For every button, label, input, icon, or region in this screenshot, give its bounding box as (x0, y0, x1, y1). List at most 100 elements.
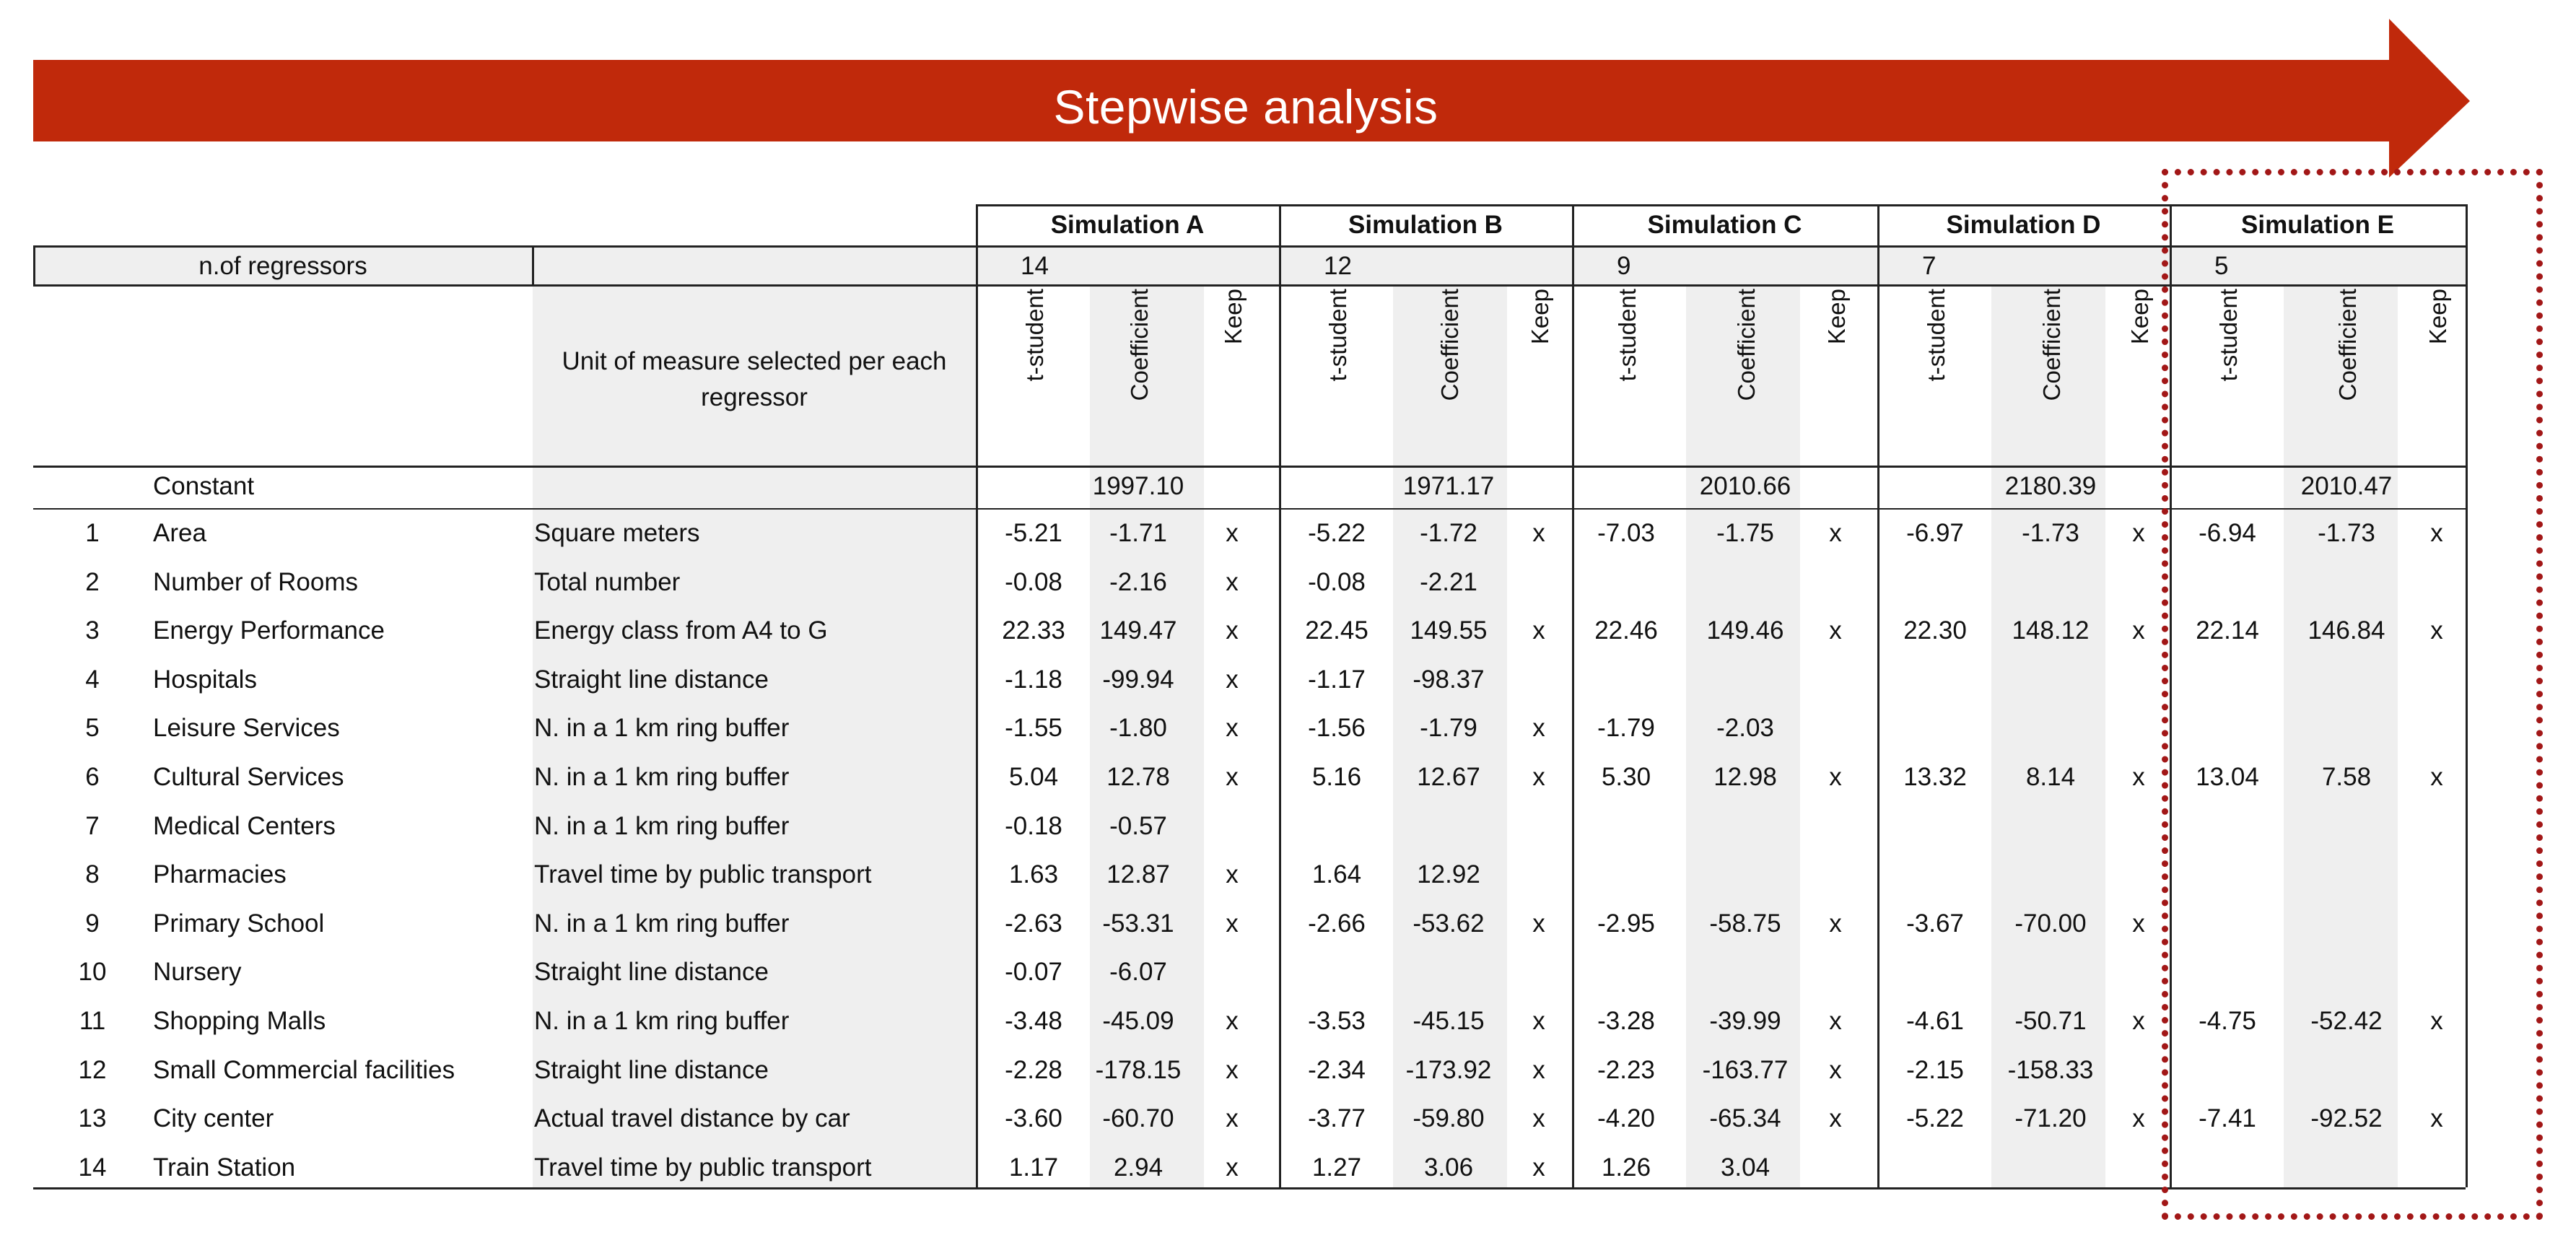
row-12-sim-3-coefficient: -71.20 (2014, 1104, 2087, 1133)
row-0-sim-1-t-student: -5.22 (1308, 519, 1366, 547)
row-7-sim-0-coefficient: 12.87 (1106, 860, 1170, 889)
sim-3-n-bg (1877, 245, 2170, 284)
row-8-sim-3-keep: x (2132, 909, 2145, 938)
row-7-sim-0-keep: x (1226, 860, 1239, 889)
row-9-sim-0-coefficient: -6.07 (1109, 958, 1167, 987)
sim-2-constant: 2010.66 (1699, 472, 1791, 500)
sim-0-coef-col-bg (1090, 284, 1204, 1187)
n-row-bottom-line (33, 284, 2466, 287)
sim-1-coef-col-bg (1393, 284, 1507, 1187)
row-5-sim-0-keep: x (1226, 763, 1239, 791)
sim-1-coefficient-label: Coefficient (1436, 289, 1463, 401)
row-3-sim-0-t-student: -1.18 (1005, 665, 1062, 694)
n-regressors-row-bg (33, 245, 976, 284)
sim-4-n-regressors: 5 (2214, 252, 2229, 280)
row-13-sim-1-t-student: 1.27 (1311, 1153, 1362, 1182)
row-4-sim-1-t-student: -1.56 (1308, 714, 1366, 743)
row-2-sim-3-t-student: 22.30 (1903, 616, 1967, 645)
row-10-sim-0-t-student: -3.48 (1005, 1007, 1062, 1035)
row-10-sim-4-t-student: -4.75 (2199, 1007, 2256, 1035)
row-8-unit: N. in a 1 km ring buffer (534, 909, 790, 938)
row-0-sim-2-keep: x (1829, 519, 1842, 547)
row-10-number: 11 (79, 1007, 106, 1035)
sim-header-top-line (976, 204, 2466, 206)
row-0-sim-3-t-student: -6.97 (1906, 519, 1964, 547)
row-13-regressor: Train Station (153, 1153, 296, 1182)
row-9-unit: Straight line distance (534, 958, 769, 987)
row-5-sim-4-t-student: 13.04 (2196, 763, 2259, 791)
row-2-regressor: Energy Performance (153, 616, 385, 645)
row-7-sim-0-t-student: 1.63 (1008, 860, 1059, 889)
sim-2-title: Simulation C (1647, 211, 1802, 239)
sim-3-coefficient-label: Coefficient (2038, 289, 2065, 401)
row-3-sim-0-keep: x (1226, 665, 1239, 694)
row-6-number: 7 (85, 811, 100, 840)
row-12-sim-4-coefficient: -92.52 (2310, 1104, 2383, 1133)
row-2-sim-4-t-student: 22.14 (2196, 616, 2259, 645)
row-11-sim-1-t-student: -2.34 (1308, 1055, 1366, 1084)
row-5-regressor: Cultural Services (153, 763, 344, 791)
row-3-regressor: Hospitals (153, 665, 257, 694)
row-1-sim-0-keep: x (1226, 567, 1239, 596)
row-4-regressor: Leisure Services (153, 714, 340, 743)
row-1-regressor: Number of Rooms (153, 567, 358, 596)
row-8-sim-2-keep: x (1829, 909, 1842, 938)
row-5-sim-2-t-student: 5.30 (1601, 763, 1651, 791)
row-0-sim-4-t-student: -6.94 (2199, 519, 2256, 547)
row-11-sim-3-t-student: -2.15 (1906, 1055, 1964, 1084)
sim-3-coef-col-bg (1991, 284, 2105, 1187)
row-10-sim-4-keep: x (2430, 1007, 2443, 1035)
row-5-sim-2-keep: x (1829, 763, 1842, 791)
row-3-sim-1-t-student: -1.17 (1308, 665, 1366, 694)
row-2-sim-4-keep: x (2430, 616, 2443, 645)
row-8-sim-1-keep: x (1532, 909, 1545, 938)
row-1-sim-1-coefficient: -2.21 (1420, 567, 1477, 596)
sim-3-t-student-label: t-student (1923, 289, 1950, 382)
row-0-sim-4-keep: x (2430, 519, 2443, 547)
row-11-sim-2-coefficient: -163.77 (1702, 1055, 1789, 1084)
sim-1-n-regressors: 12 (1324, 252, 1352, 280)
row-13-sim-2-coefficient: 3.04 (1720, 1153, 1771, 1182)
row-4-sim-2-coefficient: -2.03 (1716, 714, 1774, 743)
row-3-sim-1-coefficient: -98.37 (1413, 665, 1485, 694)
row-4-sim-1-coefficient: -1.79 (1420, 714, 1477, 743)
row-2-sim-4-coefficient: 146.84 (2308, 616, 2385, 645)
sim-divider-3 (1877, 204, 1879, 1187)
row-0-number: 1 (85, 519, 100, 547)
sim-divider-0 (976, 204, 978, 1187)
row-3-number: 4 (85, 665, 100, 694)
left-border-n-row (33, 245, 35, 284)
row-0-sim-2-t-student: -7.03 (1597, 519, 1655, 547)
row-11-regressor: Small Commercial facilities (153, 1055, 455, 1084)
sim-3-title: Simulation D (1946, 211, 2101, 239)
row-4-unit: N. in a 1 km ring buffer (534, 714, 790, 743)
row-2-sim-2-t-student: 22.46 (1594, 616, 1658, 645)
row-2-sim-1-t-student: 22.45 (1305, 616, 1368, 645)
row-10-sim-3-keep: x (2132, 1007, 2145, 1035)
sim-0-constant: 1997.10 (1092, 472, 1184, 500)
row-5-sim-3-keep: x (2132, 763, 2145, 791)
row-12-sim-1-t-student: -3.77 (1308, 1104, 1366, 1133)
row-5-sim-4-keep: x (2430, 763, 2443, 791)
row-10-sim-3-coefficient: -50.71 (2014, 1007, 2087, 1035)
row-10-sim-1-keep: x (1532, 1007, 1545, 1035)
row-12-sim-1-keep: x (1532, 1104, 1545, 1133)
row-4-sim-0-keep: x (1226, 714, 1239, 743)
row-4-sim-2-t-student: -1.79 (1597, 714, 1655, 743)
sim-0-title: Simulation A (1050, 211, 1205, 239)
row-12-regressor: City center (153, 1104, 274, 1133)
row-13-number: 14 (78, 1153, 107, 1182)
row-8-sim-1-coefficient: -53.62 (1413, 909, 1485, 938)
row-10-sim-2-coefficient: -39.99 (1709, 1007, 1781, 1035)
sim-2-n-bg (1572, 245, 1877, 284)
row-6-regressor: Medical Centers (153, 811, 336, 840)
sim-4-n-bg (2170, 245, 2466, 284)
sim-4-coef-col-bg (2284, 284, 2398, 1187)
constant-bottom-line (33, 508, 2466, 510)
row-3-sim-0-coefficient: -99.94 (1102, 665, 1174, 694)
row-13-sim-0-t-student: 1.17 (1008, 1153, 1059, 1182)
row-5-sim-3-coefficient: 8.14 (2025, 763, 2076, 791)
row-1-unit: Total number (534, 567, 681, 596)
sim-1-title: Simulation B (1348, 211, 1503, 239)
row-8-sim-1-t-student: -2.66 (1308, 909, 1366, 938)
